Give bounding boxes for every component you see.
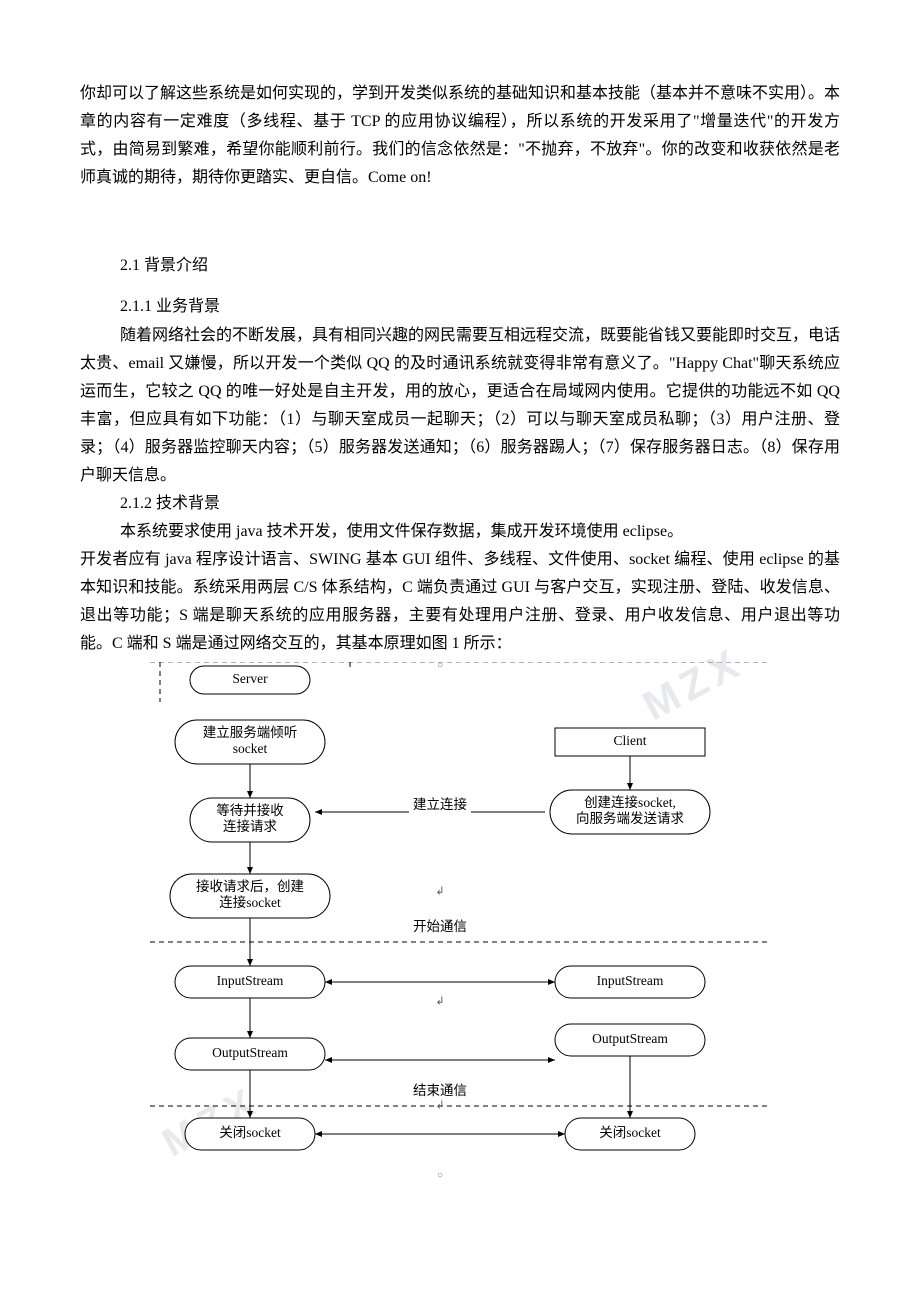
svg-text:建立连接: 建立连接 [413,796,467,812]
svg-text:InputStream: InputStream [217,973,284,988]
svg-text:向服务端发送请求: 向服务端发送请求 [576,812,684,827]
svg-text:关闭socket: 关闭socket [599,1125,661,1140]
svg-text:Client: Client [614,733,647,748]
svg-text:OutputStream: OutputStream [592,1031,668,1046]
intro-paragraph: 你却可以了解这些系统是如何实现的，学到开发类似系统的基础知识和基本技能（基本并不… [80,80,840,192]
svg-text:结束通信: 结束通信 [413,1083,467,1098]
svg-text:建立服务端倾听: 建立服务端倾听 [203,725,298,740]
svg-text:连接请求: 连接请求 [223,819,277,835]
svg-text:创建连接socket,: 创建连接socket, [584,794,676,810]
svg-text:↲: ↲ [435,886,444,898]
svg-text:↲: ↲ [435,996,444,1008]
svg-text:OutputStream: OutputStream [212,1045,288,1060]
svg-text:连接socket: 连接socket [219,895,281,911]
svg-text:○: ○ [437,1170,443,1181]
heading-2-1: 2.1 背景介绍 [80,252,840,281]
svg-text:关闭socket: 关闭socket [219,1125,281,1140]
svg-text:InputStream: InputStream [597,973,664,988]
business-paragraph: 随着网络社会的不断发展，具有相同兴趣的网民需要互相远程交流，既要能省钱又要能即时… [80,322,840,490]
cs-flowchart: Server 建立服务端倾听 socket 等待并接收连接请求接收请求后，创建连接so… [150,662,770,1182]
svg-text:socket: socket [233,742,268,757]
heading-2-1-1: 2.1.1 业务背景 [80,293,840,322]
heading-2-1-2: 2.1.2 技术背景 [80,490,840,519]
spacer [80,192,840,252]
svg-text:等待并接收: 等待并接收 [216,802,284,818]
svg-text:开始通信: 开始通信 [413,919,467,934]
spacer [80,281,840,293]
svg-text:接收请求后，创建: 接收请求后，创建 [196,878,304,894]
svg-text:○: ○ [437,662,443,671]
tech-paragraph-cont: 开发者应有 java 程序设计语言、SWING 基本 GUI 组件、多线程、文件… [80,546,840,658]
svg-text:↲: ↲ [435,1100,444,1112]
svg-text:Server: Server [232,671,268,686]
tech-paragraph: 本系统要求使用 java 技术开发，使用文件保存数据，集成开发环境使用 ecli… [80,518,840,546]
diagram-container: Server 建立服务端倾听 socket 等待并接收连接请求接收请求后，创建连接so… [80,662,840,1182]
